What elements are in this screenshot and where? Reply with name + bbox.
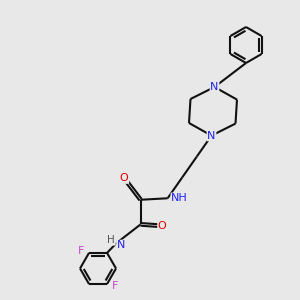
Text: O: O [158, 221, 167, 231]
Text: F: F [112, 281, 119, 292]
Text: H: H [107, 235, 115, 245]
Text: N: N [117, 240, 125, 250]
Text: NH: NH [171, 193, 188, 203]
Text: N: N [207, 130, 216, 141]
Text: O: O [120, 173, 128, 183]
Text: F: F [77, 246, 84, 256]
Text: N: N [210, 82, 219, 92]
